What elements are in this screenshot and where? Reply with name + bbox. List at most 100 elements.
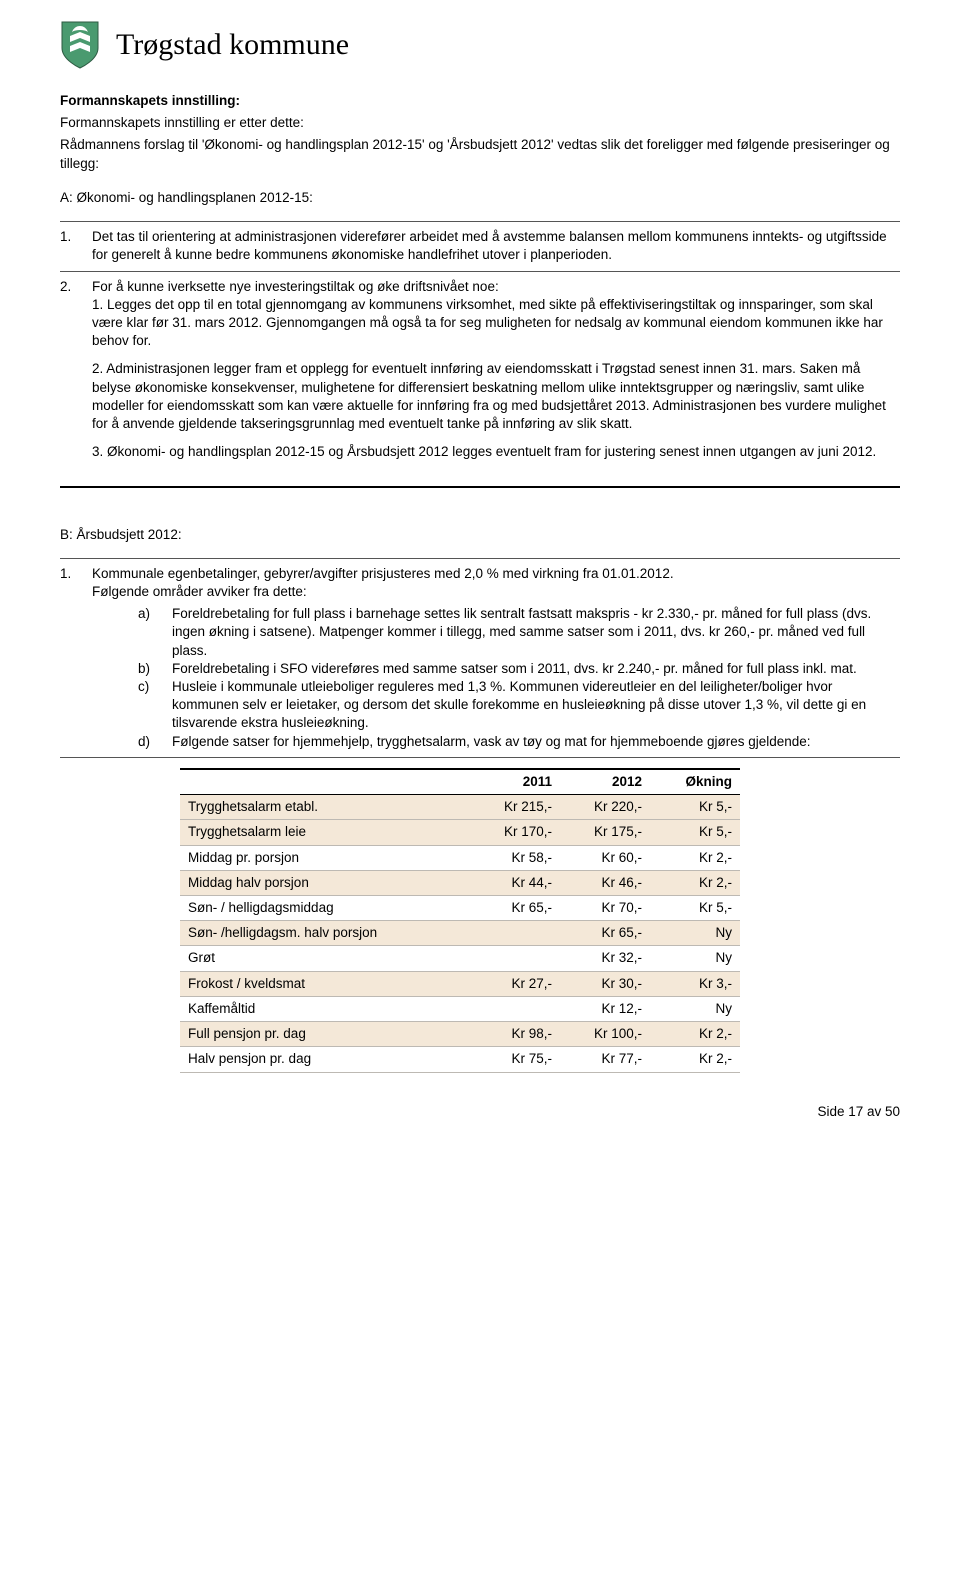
table-cell: Kr 2,- bbox=[650, 1047, 740, 1072]
letter-tag: b) bbox=[138, 660, 162, 678]
table-cell: Ny bbox=[650, 996, 740, 1021]
table-row: Trygghetsalarm leieKr 170,-Kr 175,-Kr 5,… bbox=[180, 820, 740, 845]
a-item-2: 2. For å kunne iverksette nye investerin… bbox=[60, 278, 900, 472]
table-row: Trygghetsalarm etabl.Kr 215,-Kr 220,-Kr … bbox=[180, 795, 740, 820]
table-cell: Kr 70,- bbox=[560, 896, 650, 921]
table-cell: Middag pr. porsjon bbox=[180, 845, 470, 870]
item-number: 1. bbox=[60, 565, 82, 751]
table-cell: Halv pensjon pr. dag bbox=[180, 1047, 470, 1072]
letter-tag: a) bbox=[138, 605, 162, 660]
table-cell: Middag halv porsjon bbox=[180, 870, 470, 895]
table-cell bbox=[470, 996, 560, 1021]
table-cell: Kr 32,- bbox=[560, 946, 650, 971]
section-a-title: A: Økonomi- og handlingsplanen 2012-15: bbox=[60, 189, 900, 207]
item-number: 2. bbox=[60, 278, 82, 472]
table-cell: Kr 12,- bbox=[560, 996, 650, 1021]
table-cell: Kr 44,- bbox=[470, 870, 560, 895]
table-cell: Kr 60,- bbox=[560, 845, 650, 870]
sub-item-c: c) Husleie i kommunale utleieboliger reg… bbox=[138, 678, 900, 733]
intro-line-1: Formannskapets innstilling er etter dett… bbox=[60, 114, 900, 132]
b-item-1: 1. Kommunale egenbetalinger, gebyrer/avg… bbox=[60, 565, 900, 751]
table-cell: Kr 77,- bbox=[560, 1047, 650, 1072]
table-cell: Kr 2,- bbox=[650, 845, 740, 870]
table-cell: Kr 2,- bbox=[650, 1022, 740, 1047]
table-cell: Kr 170,- bbox=[470, 820, 560, 845]
table-cell: Kr 2,- bbox=[650, 870, 740, 895]
rates-table: 2011 2012 Økning Trygghetsalarm etabl.Kr… bbox=[180, 768, 740, 1073]
table-cell: Kr 46,- bbox=[560, 870, 650, 895]
section-b-title: B: Årsbudsjett 2012: bbox=[60, 526, 900, 544]
table-cell: Kr 75,- bbox=[470, 1047, 560, 1072]
table-cell: Frokost / kveldsmat bbox=[180, 971, 470, 996]
table-cell: Kr 100,- bbox=[560, 1022, 650, 1047]
table-cell bbox=[470, 946, 560, 971]
divider-thick bbox=[60, 486, 900, 488]
letter-text: Husleie i kommunale utleieboliger regule… bbox=[172, 678, 900, 733]
table-header-row: 2011 2012 Økning bbox=[180, 769, 740, 795]
col-blank bbox=[180, 769, 470, 795]
divider bbox=[60, 757, 900, 758]
coat-of-arms-icon bbox=[60, 20, 100, 70]
letter-text: Foreldrebetaling for full plass i barneh… bbox=[172, 605, 900, 660]
table-row: Grøt Kr 32,-Ny bbox=[180, 946, 740, 971]
table-cell: Ny bbox=[650, 921, 740, 946]
table-cell: Søn- /helligdagsm. halv porsjon bbox=[180, 921, 470, 946]
table-row: Søn- / helligdagsmiddagKr 65,-Kr 70,-Kr … bbox=[180, 896, 740, 921]
letter-text: Foreldrebetaling i SFO videreføres med s… bbox=[172, 660, 900, 678]
table-cell: Kr 5,- bbox=[650, 896, 740, 921]
table-row: Middag halv porsjonKr 44,-Kr 46,-Kr 2,- bbox=[180, 870, 740, 895]
table-cell: Kr 3,- bbox=[650, 971, 740, 996]
intro-line-2: Rådmannens forslag til 'Økonomi- og hand… bbox=[60, 136, 900, 172]
table-cell: Trygghetsalarm etabl. bbox=[180, 795, 470, 820]
table-cell: Kr 5,- bbox=[650, 820, 740, 845]
rates-table-wrap: 2011 2012 Økning Trygghetsalarm etabl.Kr… bbox=[180, 768, 900, 1073]
sub-item-b: b) Foreldrebetaling i SFO videreføres me… bbox=[138, 660, 900, 678]
table-cell: Kr 65,- bbox=[560, 921, 650, 946]
item-text: Det tas til orientering at administrasjo… bbox=[92, 228, 900, 264]
table-cell: Grøt bbox=[180, 946, 470, 971]
page-header: Trøgstad kommune bbox=[60, 20, 900, 70]
divider bbox=[60, 271, 900, 272]
table-cell: Søn- / helligdagsmiddag bbox=[180, 896, 470, 921]
b-item-1-line2: Følgende områder avviker fra dette: bbox=[92, 583, 900, 601]
table-cell: Trygghetsalarm leie bbox=[180, 820, 470, 845]
table-cell: Kr 30,- bbox=[560, 971, 650, 996]
intro-block: Formannskapets innstilling: Formannskape… bbox=[60, 92, 900, 173]
table-row: Frokost / kveldsmatKr 27,-Kr 30,-Kr 3,- bbox=[180, 971, 740, 996]
table-cell: Kr 58,- bbox=[470, 845, 560, 870]
table-cell: Kr 27,- bbox=[470, 971, 560, 996]
table-cell: Kr 65,- bbox=[470, 896, 560, 921]
sub-item-a: a) Foreldrebetaling for full plass i bar… bbox=[138, 605, 900, 660]
a-item-2-sub2: 2. Administrasjonen legger fram et opple… bbox=[92, 360, 900, 433]
a-item-2-sub1: 1. Legges det opp til en total gjennomga… bbox=[92, 296, 900, 351]
col-2012: 2012 bbox=[560, 769, 650, 795]
table-cell: Kaffemåltid bbox=[180, 996, 470, 1021]
table-row: Middag pr. porsjonKr 58,-Kr 60,-Kr 2,- bbox=[180, 845, 740, 870]
divider bbox=[60, 558, 900, 559]
sub-item-d: d) Følgende satser for hjemmehjelp, tryg… bbox=[138, 733, 900, 751]
col-increase: Økning bbox=[650, 769, 740, 795]
a-item-2-intro: For å kunne iverksette nye investeringst… bbox=[92, 278, 900, 296]
letter-tag: d) bbox=[138, 733, 162, 751]
table-row: Kaffemåltid Kr 12,-Ny bbox=[180, 996, 740, 1021]
innstilling-heading: Formannskapets innstilling: bbox=[60, 92, 900, 110]
table-cell bbox=[470, 921, 560, 946]
col-2011: 2011 bbox=[470, 769, 560, 795]
b-item-1-line1: Kommunale egenbetalinger, gebyrer/avgift… bbox=[92, 565, 900, 583]
letter-text: Følgende satser for hjemmehjelp, trygghe… bbox=[172, 733, 900, 751]
table-cell: Ny bbox=[650, 946, 740, 971]
divider bbox=[60, 221, 900, 222]
letter-tag: c) bbox=[138, 678, 162, 733]
table-cell: Kr 175,- bbox=[560, 820, 650, 845]
brand-title: Trøgstad kommune bbox=[116, 25, 349, 66]
table-row: Full pensjon pr. dagKr 98,-Kr 100,-Kr 2,… bbox=[180, 1022, 740, 1047]
a-item-1: 1. Det tas til orientering at administra… bbox=[60, 228, 900, 264]
table-cell: Kr 5,- bbox=[650, 795, 740, 820]
item-number: 1. bbox=[60, 228, 82, 264]
table-row: Halv pensjon pr. dagKr 75,-Kr 77,-Kr 2,- bbox=[180, 1047, 740, 1072]
table-cell: Full pensjon pr. dag bbox=[180, 1022, 470, 1047]
a-item-2-sub3: 3. Økonomi- og handlingsplan 2012-15 og … bbox=[92, 443, 900, 461]
table-cell: Kr 220,- bbox=[560, 795, 650, 820]
page-footer: Side 17 av 50 bbox=[60, 1103, 900, 1121]
table-cell: Kr 215,- bbox=[470, 795, 560, 820]
